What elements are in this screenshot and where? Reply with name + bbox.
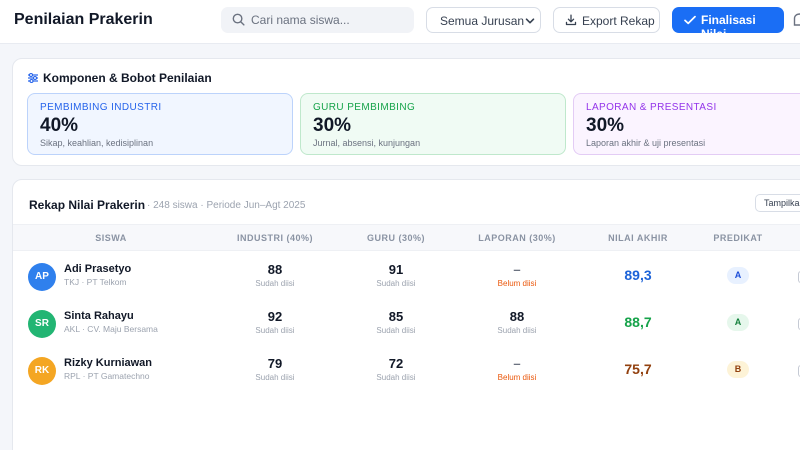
show-button[interactable]: Tampilkan — [755, 194, 800, 212]
export-button[interactable]: Export Rekap — [553, 7, 660, 33]
table-row[interactable]: AP Adi Prasetyo TKJ · PT Telkom 88 Sudah… — [13, 259, 800, 306]
weight-box-industry: PEMBIMBING INDUSTRI 40% Sikap, keahlian,… — [27, 93, 293, 155]
student-meta: AKL · CV. Maju Bersama — [64, 324, 158, 334]
row-action-edge[interactable] — [798, 365, 800, 377]
table-row[interactable]: RK Rizky Kurniawan RPL · PT Gamatechno 7… — [13, 353, 800, 400]
industry-score: 79 — [267, 356, 283, 371]
row-action-edge[interactable] — [798, 271, 800, 283]
student-meta: TKJ · PT Telkom — [64, 277, 127, 287]
notification-bell-icon[interactable] — [793, 12, 800, 28]
weight-value: 30% — [313, 115, 352, 136]
report-status: Belum diisi — [497, 279, 537, 288]
teacher-score: 72 — [388, 356, 404, 371]
department-filter[interactable]: Semua Jurusan — [426, 7, 541, 33]
report-status: Belum diisi — [497, 373, 537, 382]
column-header-student: SISWA — [95, 233, 127, 243]
teacher-status: Sudah diisi — [376, 326, 416, 335]
finalize-button-label: Finalisasi Nilai — [701, 13, 756, 41]
chevron-down-icon — [525, 18, 535, 24]
industry-status: Sudah diisi — [255, 279, 295, 288]
industry-score: 88 — [267, 262, 283, 277]
avatar: AP — [28, 263, 56, 291]
column-header-final: NILAI AKHIR — [608, 233, 668, 243]
industry-status: Sudah diisi — [255, 326, 295, 335]
student-name: Rizky Kurniawan — [64, 357, 153, 369]
final-score: 88,7 — [624, 314, 652, 330]
weight-description: Jurnal, absensi, kunjungan — [313, 138, 421, 148]
show-button-label: Tampilkan — [764, 198, 800, 208]
weight-box-report: LAPORAN & PRESENTASI 30% Laporan akhir &… — [573, 93, 800, 155]
search-box[interactable] — [221, 7, 414, 33]
grade-badge: A — [727, 314, 749, 331]
final-score: 75,7 — [624, 361, 652, 377]
weight-value: 40% — [40, 115, 79, 136]
report-score: 88 — [509, 309, 525, 324]
industry-status: Sudah diisi — [255, 373, 295, 382]
weight-description: Sikap, keahlian, kedisiplinan — [40, 138, 154, 148]
teacher-status: Sudah diisi — [376, 279, 416, 288]
report-score: – — [513, 356, 521, 371]
avatar: RK — [28, 357, 56, 385]
student-name: Sinta Rahayu — [64, 310, 134, 322]
teacher-score: 91 — [388, 262, 404, 277]
report-status: Sudah diisi — [497, 326, 537, 335]
final-score: 89,3 — [624, 267, 652, 283]
search-input[interactable] — [251, 11, 406, 29]
weight-label: PEMBIMBING INDUSTRI — [40, 102, 162, 113]
grade-badge: B — [727, 361, 749, 378]
report-score: – — [513, 262, 521, 277]
recap-card: Rekap Nilai Prakerin · 248 siswa · Perio… — [12, 179, 800, 450]
weight-description: Laporan akhir & uji presentasi — [586, 138, 706, 148]
industry-score: 92 — [267, 309, 283, 324]
student-name: Adi Prasetyo — [64, 263, 132, 275]
weights-card: Komponen & Bobot Penilaian PEMBIMBING IN… — [12, 58, 800, 166]
export-button-label: Export Rekap — [582, 14, 655, 28]
weights-card-title: Komponen & Bobot Penilaian — [43, 71, 212, 85]
column-header-teacher: GURU (30%) — [366, 233, 426, 243]
grade-badge: A — [727, 267, 749, 284]
page-title: Penilaian Prakerin — [14, 11, 153, 28]
column-header-industry: INDUSTRI (40%) — [236, 233, 314, 243]
column-header-report: LAPORAN (30%) — [478, 233, 556, 243]
top-bar: Penilaian Prakerin Semua Jurusan Export … — [0, 0, 800, 44]
column-header-grade: PREDIKAT — [713, 233, 763, 243]
weight-label: GURU PEMBIMBING — [313, 102, 416, 113]
teacher-status: Sudah diisi — [376, 373, 416, 382]
sliders-icon — [28, 72, 38, 84]
row-action-edge[interactable] — [798, 318, 800, 330]
weight-label: LAPORAN & PRESENTASI — [586, 102, 717, 113]
search-icon — [232, 13, 245, 26]
download-icon — [565, 14, 577, 26]
teacher-score: 85 — [388, 309, 404, 324]
table-header: SISWA INDUSTRI (40%) GURU (30%) LAPORAN … — [13, 224, 800, 251]
finalize-button[interactable]: Finalisasi Nilai — [672, 7, 784, 41]
recap-title: Rekap Nilai Prakerin — [29, 198, 146, 212]
recap-subtitle: · 248 siswa · Periode Jun–Agt 2025 — [147, 200, 306, 211]
avatar: SR — [28, 310, 56, 338]
weight-value: 30% — [586, 115, 625, 136]
table-row[interactable]: SR Sinta Rahayu AKL · CV. Maju Bersama 9… — [13, 306, 800, 353]
department-filter-value: Semua Jurusan — [440, 14, 525, 28]
student-meta: RPL · PT Gamatechno — [64, 371, 150, 381]
weight-box-teacher: GURU PEMBIMBING 30% Jurnal, absensi, kun… — [300, 93, 566, 155]
check-icon — [684, 15, 696, 25]
